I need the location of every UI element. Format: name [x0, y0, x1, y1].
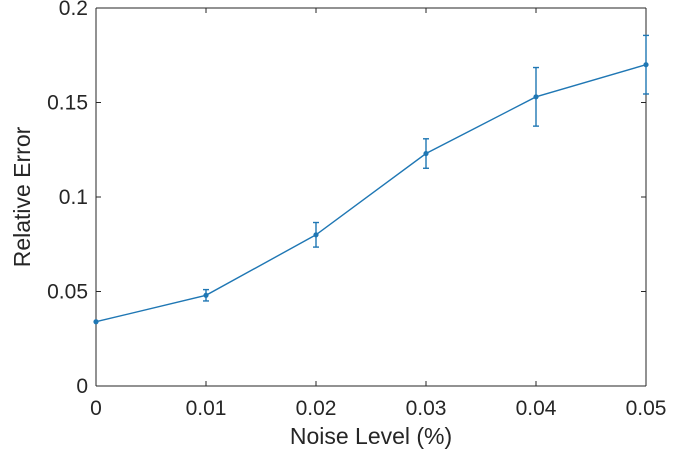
- x-tick-label: 0.02: [296, 397, 337, 420]
- series-line: [95, 64, 647, 323]
- y-tick-label: 0.15: [47, 92, 88, 115]
- y-axis-label: Relative Error: [9, 126, 35, 267]
- y-tick-label: 0.1: [59, 186, 88, 209]
- data-point: [93, 319, 99, 325]
- x-tick-label: 0.05: [626, 397, 667, 420]
- x-tick-label: 0: [90, 397, 102, 420]
- axes-frame: [95, 7, 647, 387]
- data-point: [313, 232, 319, 238]
- series-group: [93, 34, 649, 325]
- data-point: [643, 62, 649, 68]
- data-point: [533, 94, 539, 100]
- x-tick-label: 0.04: [516, 397, 557, 420]
- x-tick-label: 0.01: [186, 397, 227, 420]
- y-tick-label: 0: [76, 375, 88, 398]
- data-point: [423, 150, 429, 157]
- x-axis-ticks: 0 0.01 0.02 0.03 0.04 0.05: [90, 8, 666, 420]
- y-tick-label: 0.2: [59, 0, 88, 20]
- y-tick-label: 0.05: [47, 281, 88, 304]
- x-axis-label: Noise Level (%): [290, 423, 452, 449]
- y-axis-ticks: 0 0.05 0.1 0.15 0.2: [47, 0, 646, 398]
- data-point: [203, 292, 209, 298]
- x-tick-label: 0.03: [406, 397, 447, 420]
